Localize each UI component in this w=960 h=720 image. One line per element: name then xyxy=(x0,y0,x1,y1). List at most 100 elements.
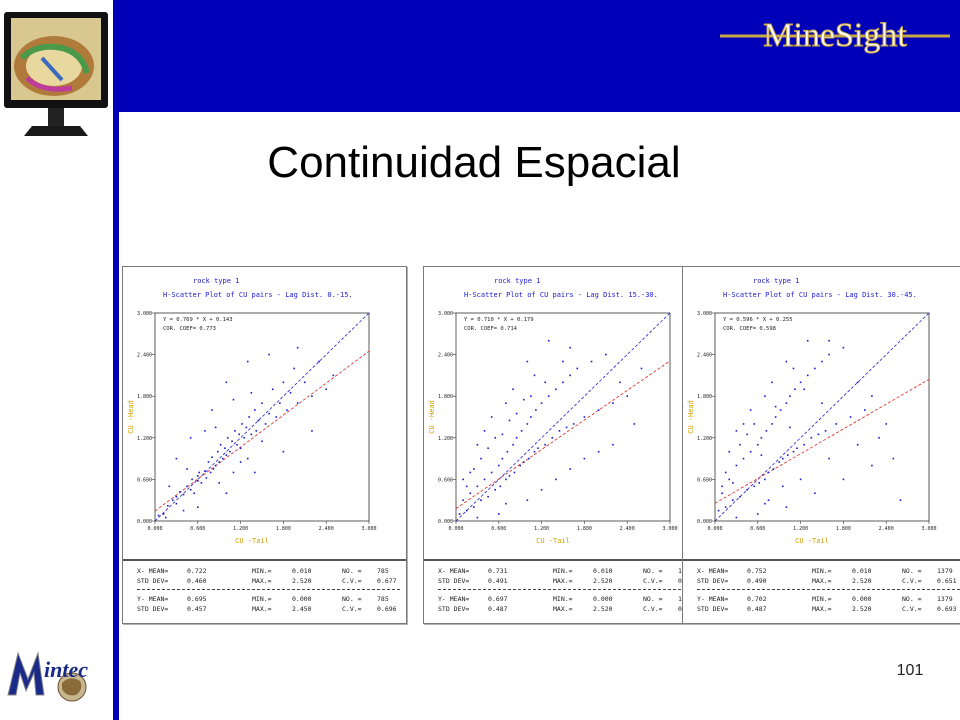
x-tick-label: 0.600 xyxy=(190,526,205,532)
data-point xyxy=(803,443,805,446)
data-point xyxy=(732,482,734,484)
data-point xyxy=(522,461,525,463)
regression-line xyxy=(154,350,370,512)
data-point xyxy=(234,430,236,432)
plot-frame xyxy=(154,312,370,522)
data-point xyxy=(789,426,791,429)
data-point xyxy=(168,485,171,488)
y-axis-label: CU -Head xyxy=(127,400,135,434)
corr-label: COR. COEF= 0.773 xyxy=(163,326,216,332)
data-point xyxy=(878,437,880,439)
stats-cell: C.V.= xyxy=(902,605,922,613)
data-point xyxy=(207,461,210,463)
y-tick-label: 0.000 xyxy=(137,519,152,525)
stats-cell: STD DEV= xyxy=(697,577,729,585)
data-point xyxy=(842,346,845,349)
data-point xyxy=(186,468,188,470)
data-point xyxy=(189,437,192,439)
data-point xyxy=(612,402,614,404)
stats-cell: Y- MEAN= xyxy=(438,595,470,603)
stats-cell: 0.491 xyxy=(488,577,508,585)
data-point xyxy=(569,468,571,470)
data-point xyxy=(268,412,270,415)
data-point xyxy=(537,447,539,449)
data-point xyxy=(515,412,518,415)
stats-cell: 0.651 xyxy=(937,577,957,585)
data-point xyxy=(232,471,235,474)
data-point xyxy=(821,402,823,404)
data-point xyxy=(494,437,497,439)
data-point xyxy=(728,478,731,481)
stats-cell: 0.697 xyxy=(488,595,508,603)
data-point xyxy=(572,423,575,425)
data-point xyxy=(204,470,206,472)
data-point xyxy=(162,513,165,515)
data-point xyxy=(231,440,233,443)
data-point xyxy=(749,409,752,411)
x-tick-label: 3.000 xyxy=(921,526,936,532)
data-point xyxy=(282,381,285,384)
data-point xyxy=(767,499,770,501)
data-point xyxy=(483,430,486,432)
page-title: Continuidad Espacial xyxy=(267,138,681,187)
data-point xyxy=(544,381,546,384)
data-point xyxy=(229,450,231,453)
plot-frame xyxy=(455,312,671,522)
data-point xyxy=(619,381,621,384)
stats-row: STD DEV= 0.490 MAX.= 2.520 C.V.= 0.651 xyxy=(697,577,960,586)
data-point xyxy=(189,489,192,491)
data-point xyxy=(864,409,866,411)
data-point xyxy=(219,443,222,446)
data-point xyxy=(505,502,507,505)
data-point xyxy=(250,433,253,436)
data-point xyxy=(721,485,723,488)
data-point xyxy=(197,475,199,477)
x-tick-label: 0.000 xyxy=(448,526,463,532)
data-point xyxy=(465,509,468,512)
data-point xyxy=(821,360,823,363)
data-point xyxy=(824,430,827,432)
x-tick-label: 3.000 xyxy=(662,526,677,532)
stats-cell: MAX.= xyxy=(252,577,272,585)
data-point xyxy=(814,367,816,370)
data-point xyxy=(458,513,461,515)
data-point xyxy=(576,367,579,370)
data-point xyxy=(476,443,479,446)
data-point xyxy=(271,388,274,391)
data-point xyxy=(814,492,816,495)
data-point xyxy=(182,509,185,512)
data-point xyxy=(779,409,782,411)
stats-cell: STD DEV= xyxy=(697,605,729,613)
data-point xyxy=(175,457,178,460)
data-point xyxy=(774,405,777,408)
data-point xyxy=(218,461,220,463)
data-point xyxy=(221,457,224,460)
data-point xyxy=(885,423,887,425)
stats-cell: 0.487 xyxy=(747,605,767,613)
data-point xyxy=(535,409,537,411)
data-point xyxy=(558,430,561,432)
data-point xyxy=(551,437,554,439)
data-point xyxy=(255,430,258,432)
data-point xyxy=(892,457,895,460)
data-point xyxy=(246,457,249,460)
stats-table: X- MEAN= 0.722 MIN.= 0.010 NO. = 785 STD DEV= 0… xyxy=(123,559,406,623)
x-tick-label: 0.600 xyxy=(750,526,765,532)
data-point xyxy=(501,457,504,460)
stats-cell: STD DEV= xyxy=(438,577,470,585)
data-point xyxy=(540,489,543,491)
stats-cell: NO. = xyxy=(902,595,922,603)
data-point xyxy=(547,395,550,397)
stats-cell: MIN.= xyxy=(812,595,832,603)
data-point xyxy=(530,395,532,397)
data-point xyxy=(785,402,788,404)
stats-cell: 0.693 xyxy=(937,605,957,613)
data-point xyxy=(796,447,798,449)
monitor-icon xyxy=(4,12,108,136)
data-point xyxy=(505,478,507,481)
fit-label: Y = 0.769 * X + 0.143 xyxy=(163,317,233,323)
x-tick-label: 1.800 xyxy=(276,526,291,532)
x-axis-label: CU -Tail xyxy=(536,537,570,545)
data-point xyxy=(764,502,766,505)
chart-subtitle: H-Scatter Plot of CU pairs - Lag Dist. 1… xyxy=(464,291,658,299)
